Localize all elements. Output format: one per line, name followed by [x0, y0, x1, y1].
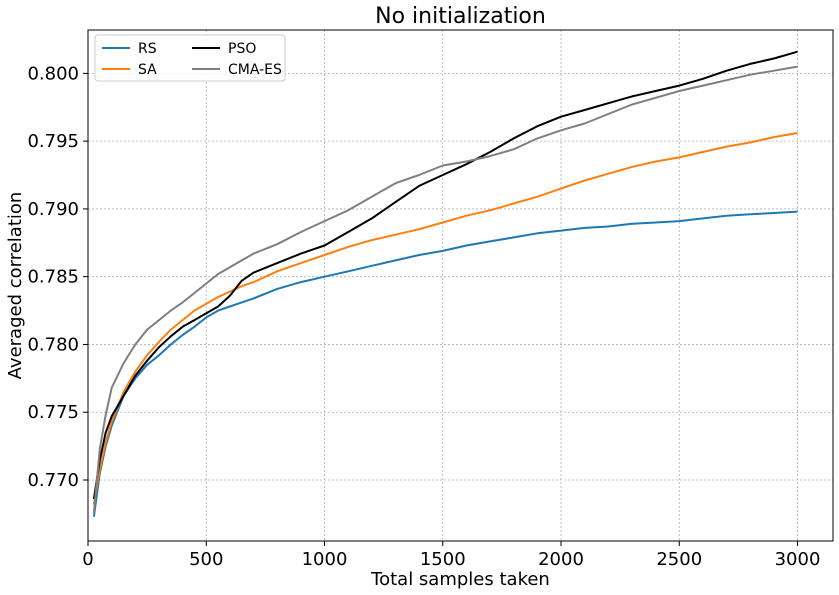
series-line-cma-es — [92, 65, 798, 513]
series-line-rs — [92, 210, 798, 517]
x-tick-label: 3000 — [775, 549, 821, 570]
legend-box — [94, 34, 286, 82]
grid-lines — [87, 30, 833, 541]
legend-label: SA — [138, 62, 157, 78]
y-tick-label: 0.785 — [27, 267, 79, 288]
series-line-pso — [92, 50, 798, 500]
x-tick-label: 2500 — [656, 549, 702, 570]
series-line-sa — [92, 132, 798, 505]
x-tick-label: 0 — [82, 549, 93, 570]
y-tick-label: 0.790 — [27, 199, 79, 220]
y-tick-label: 0.795 — [27, 131, 79, 152]
y-tick-label: 0.780 — [27, 334, 79, 355]
x-tick-label: 1000 — [302, 549, 348, 570]
x-axis-label: Total samples taken — [370, 569, 550, 590]
legend-label: PSO — [228, 41, 256, 57]
x-axis-ticks: 0 500 1000 1500 2000 2500 3000 — [82, 541, 820, 570]
y-tick-label: 0.800 — [27, 63, 79, 84]
legend-label: CMA-ES — [228, 62, 282, 78]
y-tick-label: 0.770 — [27, 470, 79, 491]
legend: RS SA PSO CMA-ES — [94, 34, 286, 82]
plot-frame — [87, 29, 834, 542]
y-axis-ticks: 0.770 0.775 0.780 0.785 0.790 0.795 0.800 — [27, 63, 88, 491]
x-tick-label: 2000 — [538, 549, 584, 570]
x-tick-label: 1500 — [420, 549, 466, 570]
x-tick-label: 500 — [189, 549, 223, 570]
y-axis-label: Averaged correlation — [5, 192, 26, 380]
legend-label: RS — [138, 41, 157, 57]
series-lines — [92, 50, 798, 517]
y-tick-label: 0.775 — [27, 402, 79, 423]
chart-title: No initialization — [375, 4, 546, 29]
